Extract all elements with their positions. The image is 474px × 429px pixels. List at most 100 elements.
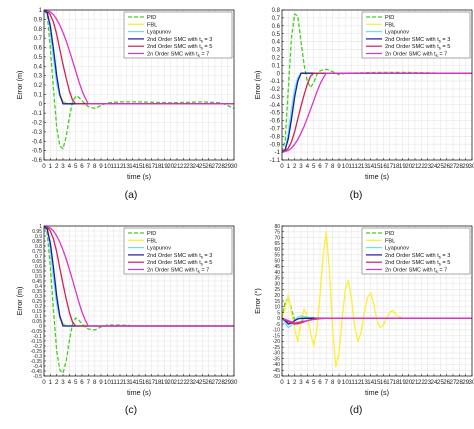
x-tick-label: 9 bbox=[337, 163, 341, 170]
legend-label-lyapunov: Lyapunov bbox=[147, 246, 171, 252]
x-tick-label: 2 bbox=[293, 163, 297, 170]
y-tick-label: -0.4 bbox=[32, 139, 43, 145]
y-tick-label: -20 bbox=[273, 339, 280, 345]
y-tick-label: 70 bbox=[274, 235, 280, 241]
y-tick-label: 0.4 bbox=[34, 64, 43, 70]
x-tick-label: 0 bbox=[42, 379, 46, 386]
x-tick-label: 26 bbox=[205, 163, 212, 170]
x-tick-label: 6 bbox=[80, 163, 84, 170]
x-tick-label: 18 bbox=[155, 163, 162, 170]
x-tick-label: 7 bbox=[87, 379, 91, 386]
y-tick-label: 0.4 bbox=[35, 284, 42, 290]
x-tick-label: 3 bbox=[299, 163, 303, 170]
x-tick-label: 30 bbox=[469, 379, 474, 386]
y-tick-label: 0 bbox=[277, 316, 280, 322]
x-tick-label: 8 bbox=[93, 163, 97, 170]
legend-label-pid: PID bbox=[147, 15, 156, 21]
legend-label-smc-ts7: 2n Order SMC with ts = 7 bbox=[147, 268, 209, 274]
y-tick-label: 0.7 bbox=[34, 36, 43, 42]
x-tick-label: 12 bbox=[117, 163, 124, 170]
x-tick-label: 1 bbox=[49, 379, 53, 386]
x-tick-label: 15 bbox=[136, 379, 143, 386]
x-axis-label: time (s) bbox=[365, 172, 389, 181]
legend-label-fbl: FBL bbox=[147, 22, 157, 28]
y-axis-label: Error (m) bbox=[253, 71, 262, 100]
x-tick-label: 25 bbox=[437, 379, 444, 386]
series-line-smc-ts7 bbox=[282, 72, 472, 153]
legend-label-pid: PID bbox=[147, 231, 156, 237]
x-tick-label: 21 bbox=[174, 163, 181, 170]
x-tick-label: 2 bbox=[55, 379, 59, 386]
series-line-fbl bbox=[282, 231, 472, 368]
y-tick-label: 75 bbox=[274, 230, 280, 236]
y-tick-label: -50 bbox=[273, 374, 280, 380]
legend-label-smc-ts3: 2nd Order SMC with ts = 3 bbox=[147, 253, 212, 259]
x-tick-label: 15 bbox=[374, 163, 381, 170]
x-tick-label: 12 bbox=[355, 163, 362, 170]
x-tick-label: 8 bbox=[93, 379, 97, 386]
y-tick-label: 30 bbox=[274, 281, 280, 287]
legend-label-pid: PID bbox=[385, 15, 394, 21]
x-tick-label: 5 bbox=[74, 379, 78, 386]
legend-label-smc-ts7: 2n Order SMC with ts = 7 bbox=[385, 268, 447, 274]
x-tick-label: 3 bbox=[61, 163, 65, 170]
x-tick-label: 4 bbox=[306, 163, 310, 170]
y-tick-label: 0 bbox=[39, 324, 42, 330]
x-tick-label: 3 bbox=[61, 379, 65, 386]
y-tick-label: -15 bbox=[273, 333, 280, 339]
x-tick-label: 6 bbox=[80, 379, 84, 386]
x-tick-label: 15 bbox=[374, 379, 381, 386]
series-line-smc-ts3 bbox=[282, 317, 472, 325]
legend-box bbox=[123, 11, 233, 59]
y-axis-label: Error (m) bbox=[15, 287, 24, 316]
x-tick-label: 13 bbox=[361, 163, 368, 170]
series-line-smc-ts5 bbox=[282, 72, 472, 153]
legend-label-smc-ts7: 2n Order SMC with ts = 7 bbox=[385, 52, 447, 58]
x-tick-label: 25 bbox=[199, 163, 206, 170]
y-tick-label: -0.5 bbox=[32, 149, 43, 155]
legend-label-smc-ts3: 2nd Order SMC with ts = 3 bbox=[147, 37, 212, 43]
x-tick-label: 27 bbox=[450, 163, 457, 170]
y-tick-label: 0.3 bbox=[272, 48, 281, 54]
x-tick-label: 18 bbox=[393, 379, 400, 386]
y-tick-label: 0.95 bbox=[32, 229, 42, 235]
x-tick-label: 20 bbox=[405, 163, 412, 170]
x-tick-label: 30 bbox=[231, 379, 238, 386]
x-tick-label: 11 bbox=[348, 379, 355, 386]
series-line-smc-ts7 bbox=[44, 10, 234, 105]
x-tick-label: 23 bbox=[424, 163, 431, 170]
x-tick-label: 7 bbox=[325, 163, 329, 170]
y-tick-label: 0 bbox=[39, 102, 43, 108]
x-tick-label: 19 bbox=[161, 163, 168, 170]
series-line-pid bbox=[44, 10, 234, 150]
legend-label-fbl: FBL bbox=[385, 238, 395, 244]
legend-label-smc-ts3: 2nd Order SMC with ts = 3 bbox=[385, 37, 450, 43]
x-tick-label: 16 bbox=[142, 163, 149, 170]
x-tick-label: 5 bbox=[312, 379, 316, 386]
y-tick-label: 0.2 bbox=[272, 55, 281, 61]
x-tick-label: 13 bbox=[361, 379, 368, 386]
y-tick-label: 0.35 bbox=[32, 289, 42, 295]
x-tick-label: 23 bbox=[424, 379, 431, 386]
x-tick-label: 0 bbox=[280, 379, 284, 386]
y-tick-label: -25 bbox=[273, 345, 280, 351]
y-tick-label: 0.3 bbox=[35, 294, 42, 300]
x-tick-label: 22 bbox=[180, 379, 187, 386]
x-tick-label: 27 bbox=[450, 379, 457, 386]
x-tick-label: 15 bbox=[136, 163, 143, 170]
x-tick-label: 20 bbox=[167, 379, 174, 386]
y-tick-label: -0.3 bbox=[32, 130, 43, 136]
y-tick-label: 0.75 bbox=[32, 249, 42, 255]
x-tick-label: 17 bbox=[148, 163, 155, 170]
y-tick-label: -0.5 bbox=[270, 111, 281, 117]
x-tick-label: 25 bbox=[199, 379, 206, 386]
y-tick-label: -0.1 bbox=[32, 111, 43, 117]
x-tick-label: 19 bbox=[161, 379, 168, 386]
x-tick-label: 1 bbox=[49, 163, 53, 170]
x-tick-label: 8 bbox=[331, 163, 335, 170]
x-tick-label: 7 bbox=[325, 379, 329, 386]
x-tick-label: 13 bbox=[123, 379, 130, 386]
y-tick-label: 0.15 bbox=[32, 309, 42, 315]
